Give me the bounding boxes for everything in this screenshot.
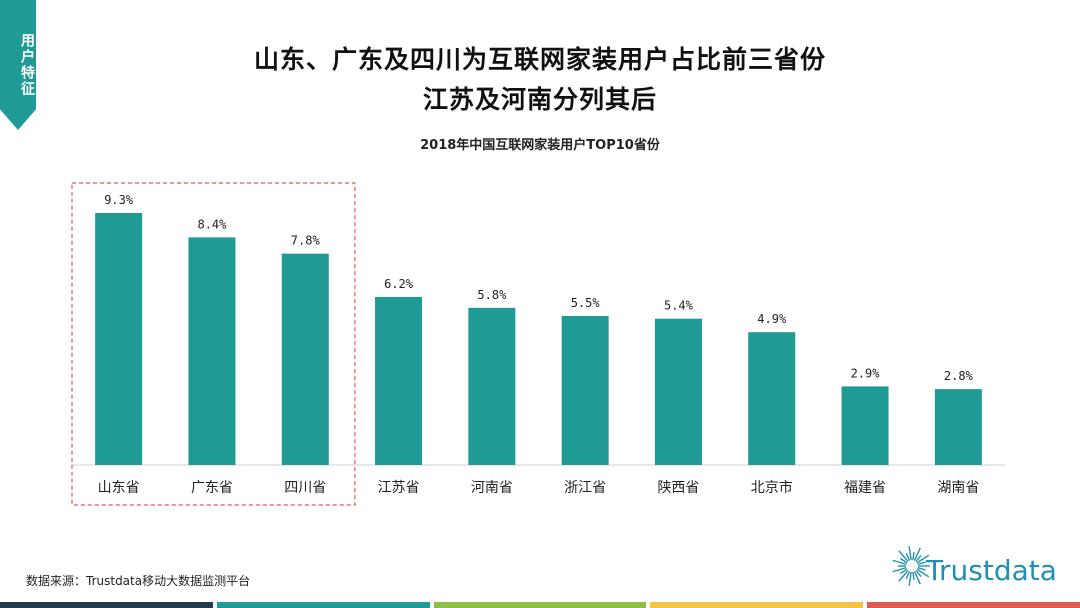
category-label-9: 湖南省 <box>937 480 979 496</box>
burst-ray <box>916 568 930 578</box>
bar-0 <box>95 213 143 465</box>
burst-ray <box>908 571 912 586</box>
bar-9 <box>934 389 982 465</box>
category-label-6: 陕西省 <box>657 480 699 496</box>
bar-1 <box>188 237 236 465</box>
burst-ray <box>917 567 926 571</box>
footer-segment-3 <box>650 602 864 608</box>
data-label-0: 9.3% <box>104 193 134 207</box>
data-label-5: 5.5% <box>571 296 601 310</box>
burst-ray <box>905 571 911 580</box>
chart-title: 2018年中国互联网家装用户TOP10省份 <box>420 138 660 153</box>
category-label-5: 浙江省 <box>564 480 606 496</box>
category-label-7: 北京市 <box>751 479 793 496</box>
page-title-line2: 江苏及河南分列其后 <box>422 85 657 114</box>
category-label-1: 广东省 <box>191 480 233 496</box>
data-label-3: 6.2% <box>384 277 414 291</box>
data-label-7: 4.9% <box>757 312 787 326</box>
burst-ray <box>916 554 930 564</box>
category-label-2: 四川省 <box>284 480 326 496</box>
bar-2 <box>281 253 329 465</box>
burst-ray <box>912 552 915 561</box>
category-label-8: 福建省 <box>844 480 886 496</box>
category-label-4: 河南省 <box>471 480 513 496</box>
logo-text: Trustdata <box>926 554 1057 587</box>
bar-8 <box>841 386 889 465</box>
section-tag-label: 用户特征 <box>19 33 35 97</box>
burst-ray <box>913 547 921 561</box>
footer-segment-0 <box>0 602 213 608</box>
top3-highlight-box <box>71 182 356 506</box>
data-label-6: 5.4% <box>664 299 694 313</box>
burst-ray <box>899 557 908 564</box>
footer-segment-4 <box>867 602 1080 608</box>
burst-ray <box>917 561 926 565</box>
burst-ray <box>892 559 907 565</box>
burst-ray <box>915 554 922 562</box>
category-label-3: 江苏省 <box>378 480 420 496</box>
bar-3 <box>375 297 423 465</box>
category-label-0: 山东省 <box>98 480 140 496</box>
data-label-8: 2.9% <box>851 366 881 380</box>
footer-color-bar <box>0 602 1080 608</box>
trustdata-burst-icon <box>892 546 932 586</box>
bar-5 <box>561 315 609 465</box>
burst-ray <box>915 570 922 578</box>
page-title-line1: 山东、广东及四川为互联网家装用户占比前三省份 <box>253 45 826 74</box>
burst-ray <box>892 567 907 573</box>
burst-ray <box>898 570 909 582</box>
burst-ray <box>898 550 909 562</box>
data-label-1: 8.4% <box>197 217 227 231</box>
burst-ray <box>912 571 915 580</box>
data-label-2: 7.8% <box>291 234 321 248</box>
footer-segment-2 <box>433 602 647 608</box>
data-label-4: 5.8% <box>477 288 507 302</box>
burst-ray <box>908 546 912 561</box>
bar-4 <box>468 307 516 465</box>
footer-segment-1 <box>216 602 430 608</box>
burst-ray <box>913 571 921 585</box>
bar-6 <box>654 318 702 465</box>
trustdata-logo: Trustdata <box>890 536 1070 592</box>
burst-ray <box>905 552 911 561</box>
section-tag: 用户特征 <box>0 0 36 130</box>
bar-7 <box>748 332 796 465</box>
data-label-9: 2.8% <box>944 369 974 383</box>
data-source: 数据来源：Trustdata移动大数据监测平台 <box>26 574 251 588</box>
burst-ray <box>899 568 908 575</box>
